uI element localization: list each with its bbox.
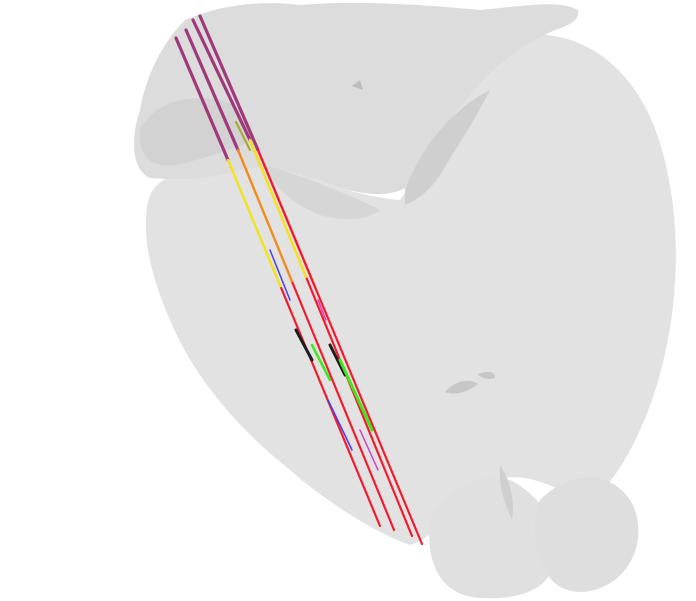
region-olive-top	[235, 121, 251, 151]
region-blue-lower	[327, 399, 353, 451]
probe-3-upper-segment	[191, 18, 252, 142]
probe-2-mid-segment	[236, 148, 294, 285]
region-green-left	[310, 343, 332, 382]
probe-4-mid-segment	[256, 148, 317, 290]
brain-stem-lobe-left	[429, 477, 556, 599]
probe-1-upper-segment	[174, 36, 230, 162]
probe-4-upper-segment	[198, 14, 260, 152]
region-magenta-upper	[317, 299, 327, 321]
brain-stem-lobe-right	[534, 477, 639, 592]
region-black-left	[294, 328, 314, 362]
probe-2-upper-segment	[184, 28, 240, 152]
region-blue-upper	[269, 249, 291, 301]
brain-fold-center	[265, 165, 380, 220]
brain-ventricle-right	[445, 380, 478, 394]
region-green-right	[338, 358, 374, 432]
brain-stem-crease	[499, 465, 513, 520]
probe-2-lower-segment	[291, 281, 396, 532]
probe-4[interactable]	[198, 14, 424, 546]
brain-cerebellum	[134, 2, 579, 195]
brain-hemisphere-right	[145, 34, 676, 545]
brain-fold-upper	[139, 98, 255, 166]
probe-1-mid-segment	[226, 158, 283, 290]
brain-mesh	[134, 2, 676, 599]
brain-ventricle-small	[352, 80, 363, 90]
regions-layer	[235, 121, 379, 471]
probe-3-lower-segment	[305, 277, 414, 538]
region-magenta	[359, 429, 379, 471]
probe-4-lower-segment	[314, 286, 424, 546]
probe-2[interactable]	[184, 28, 396, 532]
probe-3[interactable]	[191, 18, 414, 538]
region-black-right	[328, 343, 347, 377]
probe-3-mid-segment	[248, 138, 308, 280]
probes-layer	[174, 14, 424, 546]
brain-ventricle-right-2	[478, 371, 495, 379]
brain-fold-mid	[405, 90, 490, 205]
